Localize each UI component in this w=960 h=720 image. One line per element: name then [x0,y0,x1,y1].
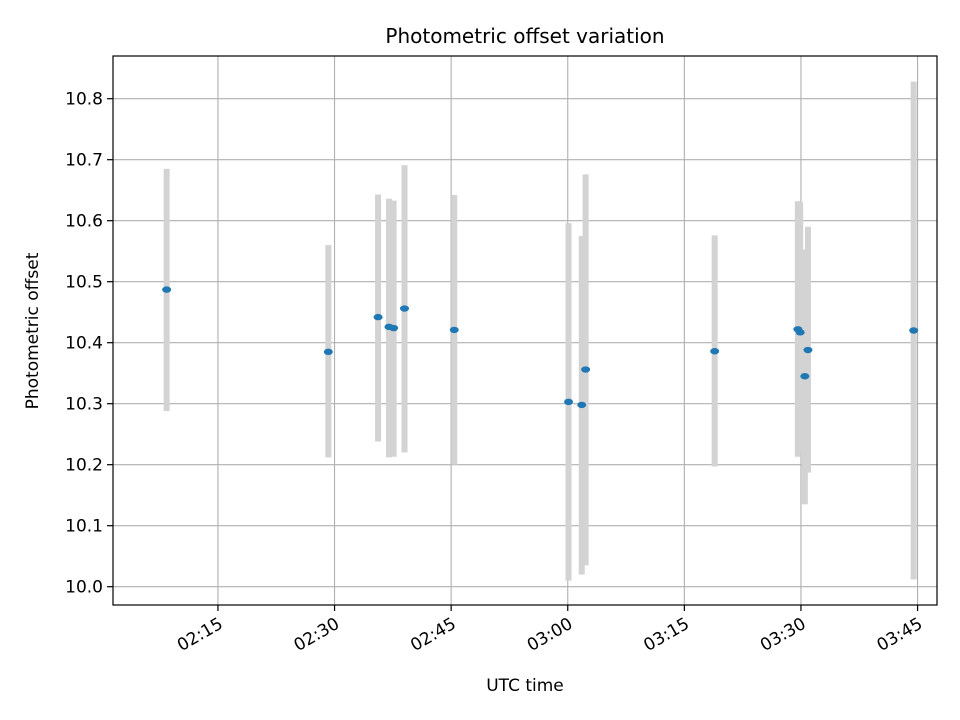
data-point [909,327,919,334]
y-tick-label: 10.1 [65,517,103,537]
y-axis-label: Photometric offset [23,252,43,409]
data-point [373,313,383,321]
y-tick-label: 10.6 [65,212,103,232]
data-point [710,348,720,355]
data-point [162,286,172,293]
y-tick-label: 10.8 [65,90,103,110]
data-point [803,346,813,354]
data-point [581,366,591,373]
data-point [449,326,459,334]
data-point [577,401,587,409]
data-point [564,398,574,406]
data-point [795,329,805,336]
data-point [323,348,333,356]
x-axis-label: UTC time [486,676,564,696]
data-point [389,324,399,332]
data-point [800,373,810,380]
y-tick-label: 10.5 [65,273,103,293]
y-tick-label: 10.4 [65,334,103,354]
y-tick-label: 10.2 [65,456,103,476]
chart-title: Photometric offset variation [385,24,664,48]
y-tick-label: 10.0 [65,578,103,598]
data-point [400,305,410,312]
plot-frame [112,55,938,606]
y-tick-label: 10.3 [65,395,103,415]
data-points [162,286,919,409]
y-tick-label: 10.7 [65,151,103,171]
